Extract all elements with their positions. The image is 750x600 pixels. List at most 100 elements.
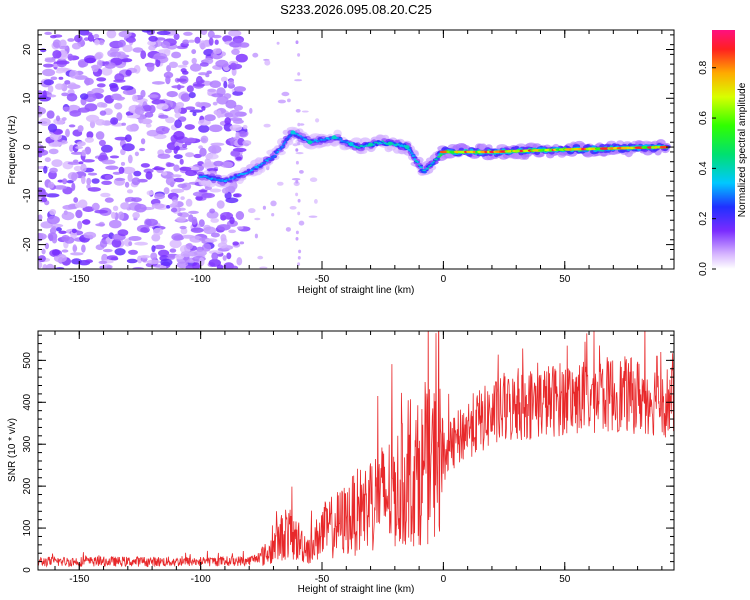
spectrogram-noise-blob bbox=[67, 38, 75, 42]
spectrogram-noise-blob bbox=[213, 160, 224, 167]
spectrogram-noise-blob bbox=[193, 83, 205, 87]
spectrogram-noise-blob bbox=[45, 263, 55, 269]
spectrogram-noise-blob bbox=[85, 114, 100, 123]
spectrogram-ridge-cell bbox=[234, 176, 237, 179]
spectrogram-noise-blob bbox=[204, 238, 218, 243]
spectrogram-noise-blob bbox=[77, 107, 91, 113]
spectrogram-ridge-cell bbox=[411, 155, 415, 157]
spectrogram-ridge-cell bbox=[413, 158, 417, 161]
colorbar-tick-label: 0.6 bbox=[698, 111, 709, 125]
spectrogram-noise-blob bbox=[211, 93, 224, 98]
spectrogram-noise-blob bbox=[185, 264, 194, 269]
spectrogram-noise-blob bbox=[120, 85, 134, 91]
spectrogram-noise-blob bbox=[101, 66, 113, 76]
spectrogram-noise-blob bbox=[49, 209, 57, 216]
spectrogram-noise-blob bbox=[182, 70, 189, 75]
spectrogram-noise-blob bbox=[52, 249, 60, 256]
spectrogram-noise-blob bbox=[208, 37, 214, 46]
spectrogram-noise-blob bbox=[173, 33, 180, 40]
spectrogram-noise-blob bbox=[84, 57, 96, 64]
spectrogram-noise-blob bbox=[201, 192, 215, 199]
spectrogram-noise-blob bbox=[222, 255, 227, 261]
spectrogram-noise-blob bbox=[126, 258, 138, 264]
spectrogram-noise-blob bbox=[44, 242, 50, 250]
spectrogram-noise-blob bbox=[195, 195, 203, 201]
spectrogram-noise-blob bbox=[209, 208, 216, 214]
spectrogram-noise-blob bbox=[61, 235, 70, 242]
spectrogram-noise-blob bbox=[204, 114, 216, 122]
spectrogram-x-tick-label: -50 bbox=[315, 274, 330, 285]
spectrogram-ridge-cell bbox=[266, 159, 269, 162]
spectrogram-x-tick-label: 0 bbox=[441, 274, 447, 285]
spectrogram-noise-blob bbox=[102, 248, 113, 253]
spectrogram-noise-blob bbox=[41, 248, 46, 255]
spectrogram-noise-blob bbox=[153, 227, 163, 236]
spectrogram-noise-blob bbox=[40, 48, 47, 53]
spectrogram-noise-blob bbox=[188, 92, 196, 99]
spectrogram-noise-blob bbox=[271, 213, 275, 217]
spectrogram-ridge-hotspot bbox=[331, 135, 337, 140]
spectrogram-noise-blob bbox=[208, 258, 221, 267]
spectrogram-noise-blob bbox=[55, 69, 64, 74]
spectrogram-noise-blob bbox=[85, 32, 93, 36]
spectrogram-noise-blob bbox=[126, 189, 134, 194]
spectrogram-noise-blob bbox=[229, 124, 243, 132]
spectrogram-noise-blob bbox=[73, 165, 82, 172]
spectrogram-noise-blob bbox=[80, 93, 89, 100]
spectrogram-streak-cell bbox=[295, 230, 299, 235]
spectrogram-noise-blob bbox=[120, 202, 130, 210]
spectrogram-noise-blob bbox=[236, 257, 243, 266]
spectrogram-noise-blob bbox=[293, 181, 300, 187]
spectrogram-streak-cell bbox=[297, 211, 301, 216]
spectrogram-noise-blob bbox=[64, 80, 71, 85]
spectrogram-noise-blob bbox=[78, 161, 84, 165]
spectrogram-noise-blob bbox=[116, 112, 123, 121]
spectrogram-noise-blob bbox=[205, 153, 219, 160]
spectrogram-noise-blob bbox=[188, 210, 199, 214]
spectrogram-noise-blob bbox=[62, 106, 70, 112]
spectrogram-ridge-cell bbox=[286, 137, 290, 139]
spectrogram-noise-blob bbox=[139, 147, 146, 152]
spectrogram-noise-blob bbox=[200, 135, 209, 144]
spectrogram-noise-blob bbox=[239, 42, 250, 48]
spectrogram-noise-blob bbox=[46, 215, 60, 225]
spectrogram-noise-blob bbox=[301, 110, 309, 113]
spectrogram-noise-blob bbox=[229, 109, 241, 118]
spectrogram-noise-blob bbox=[176, 216, 187, 222]
spectrogram-noise-blob bbox=[104, 174, 113, 180]
spectrogram-noise-blob bbox=[101, 264, 113, 269]
spectrogram-noise-blob bbox=[58, 230, 67, 234]
spectrogram-noise-blob bbox=[189, 235, 203, 243]
spectrogram-noise-blob bbox=[200, 79, 205, 83]
spectrogram-noise-blob bbox=[221, 187, 229, 194]
spectrogram-noise-blob bbox=[208, 124, 223, 133]
snr-y-tick-label: 400 bbox=[22, 394, 33, 411]
spectrogram-noise-blob bbox=[232, 241, 239, 246]
spectrogram-noise-blob bbox=[110, 117, 119, 125]
spectrogram-ridge-cell bbox=[272, 156, 275, 159]
spectrogram-noise-blob bbox=[287, 98, 291, 103]
spectrogram-noise-blob bbox=[145, 218, 159, 226]
spectrogram-noise-blob bbox=[277, 181, 284, 186]
snr-x-tick-label: -100 bbox=[191, 574, 211, 585]
spectrogram-noise-blob bbox=[182, 143, 188, 149]
spectrogram-noise-blob bbox=[44, 58, 56, 63]
spectrogram-noise-blob bbox=[179, 225, 187, 230]
spectrogram-noise-blob bbox=[308, 215, 318, 218]
spectrogram-noise-blob bbox=[179, 166, 192, 171]
spectrogram-ridge-cell bbox=[409, 150, 412, 153]
spectrogram-noise-blob bbox=[99, 110, 107, 116]
spectrogram-noise-blob bbox=[203, 226, 217, 235]
spectrogram-noise-blob bbox=[216, 224, 231, 231]
spectrogram-noise-blob bbox=[87, 34, 95, 42]
spectrogram-y-tick-label: -20 bbox=[22, 237, 33, 252]
spectrogram-noise-blob bbox=[47, 85, 54, 93]
spectrogram-noise-blob bbox=[131, 197, 142, 203]
spectrogram-noise-blob bbox=[109, 84, 119, 92]
spectrogram-ridge-cell bbox=[314, 139, 318, 142]
spectrogram-ridge-cell bbox=[250, 169, 254, 172]
spectrogram-noise-blob bbox=[47, 181, 55, 189]
spectrogram-noise-blob bbox=[171, 233, 184, 241]
